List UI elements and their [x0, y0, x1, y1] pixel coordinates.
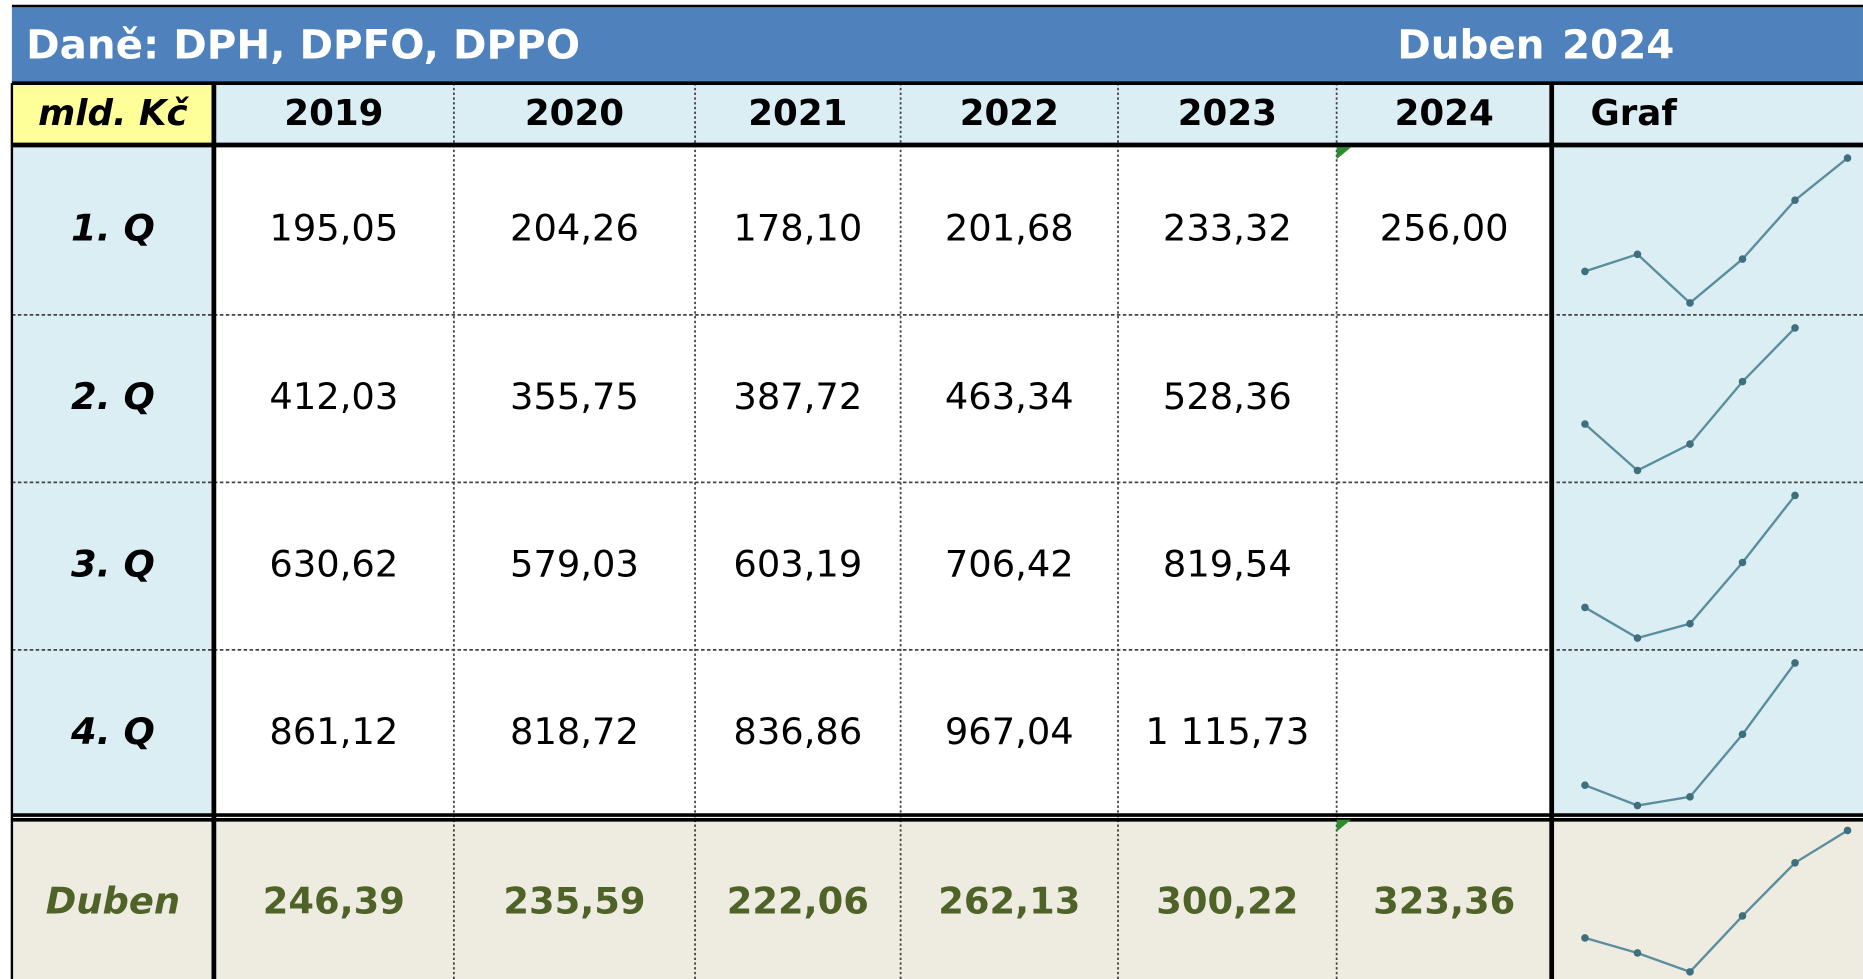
sparkline-point	[1738, 730, 1747, 739]
cell-value: 967,04	[945, 710, 1074, 753]
column-header: 2022	[960, 93, 1059, 134]
cell-value: 706,42	[945, 543, 1074, 586]
column-header: 2023	[1178, 93, 1277, 134]
sparkline-point	[1738, 558, 1747, 567]
label-cell	[11, 482, 214, 650]
cell-value: 1 115,73	[1145, 710, 1309, 753]
cell-value: 233,32	[1163, 206, 1292, 249]
comment-flag	[1336, 819, 1351, 832]
row-bg	[213, 649, 1552, 818]
row-label: 1. Q	[71, 206, 155, 249]
column-header: 2024	[1395, 93, 1494, 134]
cell-value: 246,39	[263, 879, 405, 922]
sparkline-point	[1633, 634, 1642, 642]
sparkline	[1584, 829, 1849, 974]
cell-value: 300,22	[1156, 879, 1298, 922]
graph-cell	[1551, 144, 1863, 315]
cell-value: 178,10	[733, 206, 862, 249]
cell-value: 630,62	[269, 543, 398, 586]
cell-value: 256,00	[1380, 206, 1509, 249]
row-label: 3. Q	[71, 543, 155, 586]
column-header: 2019	[284, 93, 383, 134]
cell-value: 818,72	[510, 710, 639, 753]
sparkline-point	[1633, 801, 1642, 810]
row-bg	[213, 817, 1552, 979]
unit-label: mld. Kč	[38, 93, 189, 134]
label-cell	[11, 144, 214, 315]
sparkline-point	[1686, 619, 1694, 628]
cell-value: 201,68	[945, 206, 1074, 249]
cell-value: 528,36	[1163, 375, 1292, 418]
cell-value: 412,03	[269, 375, 398, 418]
sparkline-point	[1791, 324, 1799, 332]
graph-cell	[1551, 314, 1863, 483]
year: 2024	[1562, 22, 1674, 69]
sparkline-point	[1581, 934, 1589, 942]
cell-value: 323,36	[1373, 879, 1515, 922]
cell-value: 222,06	[727, 879, 869, 922]
label-cell	[11, 817, 214, 979]
cell-value: 262,13	[938, 879, 1080, 922]
row-bg	[213, 144, 1552, 315]
sparkline-point	[1738, 377, 1747, 386]
column-header: Graf	[1590, 93, 1677, 134]
sparkline-point	[1791, 659, 1799, 667]
month: Duben	[1397, 22, 1544, 69]
unit-cell	[11, 83, 214, 145]
label-cell	[11, 649, 214, 818]
cell-value: 861,12	[269, 710, 398, 753]
sparkline-point	[1581, 420, 1589, 428]
sparkline-point	[1686, 968, 1694, 976]
sparkline-point	[1581, 781, 1589, 789]
cell-value: 204,26	[510, 206, 639, 249]
sparkline-point	[1791, 858, 1799, 867]
row-label: 4. Q	[70, 710, 155, 753]
sparkline-point	[1686, 793, 1694, 801]
cell-value: 463,34	[945, 375, 1074, 418]
graph-cell	[1551, 649, 1863, 818]
sparkline-point	[1686, 440, 1694, 448]
cell-value: 195,05	[269, 206, 398, 249]
sparkline	[1584, 157, 1849, 305]
sparkline-point	[1633, 949, 1642, 957]
sparkline-point	[1581, 603, 1589, 612]
label-cell	[11, 314, 214, 483]
row-bg	[213, 314, 1552, 483]
sparkline-point	[1738, 912, 1747, 920]
sparkline-point	[1633, 250, 1642, 259]
row-label: Duben	[46, 879, 180, 922]
graph-cell	[1551, 482, 1863, 650]
sparkline-point	[1738, 255, 1747, 263]
cell-value: 355,75	[510, 375, 639, 418]
title: Daně: DPH, DPFO, DPPO	[26, 22, 580, 69]
sparkline-point	[1581, 267, 1589, 276]
row-label: 2. Q	[71, 375, 155, 418]
column-header: 2020	[525, 93, 624, 134]
sparkline-point	[1686, 299, 1694, 307]
header-row	[11, 83, 1863, 145]
cell-value: 819,54	[1163, 543, 1292, 586]
row-bg	[213, 482, 1552, 650]
cell-value: 579,03	[510, 543, 639, 586]
column-header: 2021	[748, 93, 847, 134]
sparkline-point	[1791, 491, 1799, 500]
sparkline-point	[1843, 154, 1852, 162]
sparkline-point	[1633, 466, 1642, 475]
sparkline-point	[1791, 196, 1799, 205]
sparkline-point	[1843, 826, 1852, 835]
cell-value: 603,19	[733, 543, 862, 586]
cell-value: 836,86	[733, 710, 862, 753]
title-bar	[11, 5, 1863, 84]
cell-value: 235,59	[503, 879, 645, 922]
cell-value: 387,72	[733, 375, 862, 418]
